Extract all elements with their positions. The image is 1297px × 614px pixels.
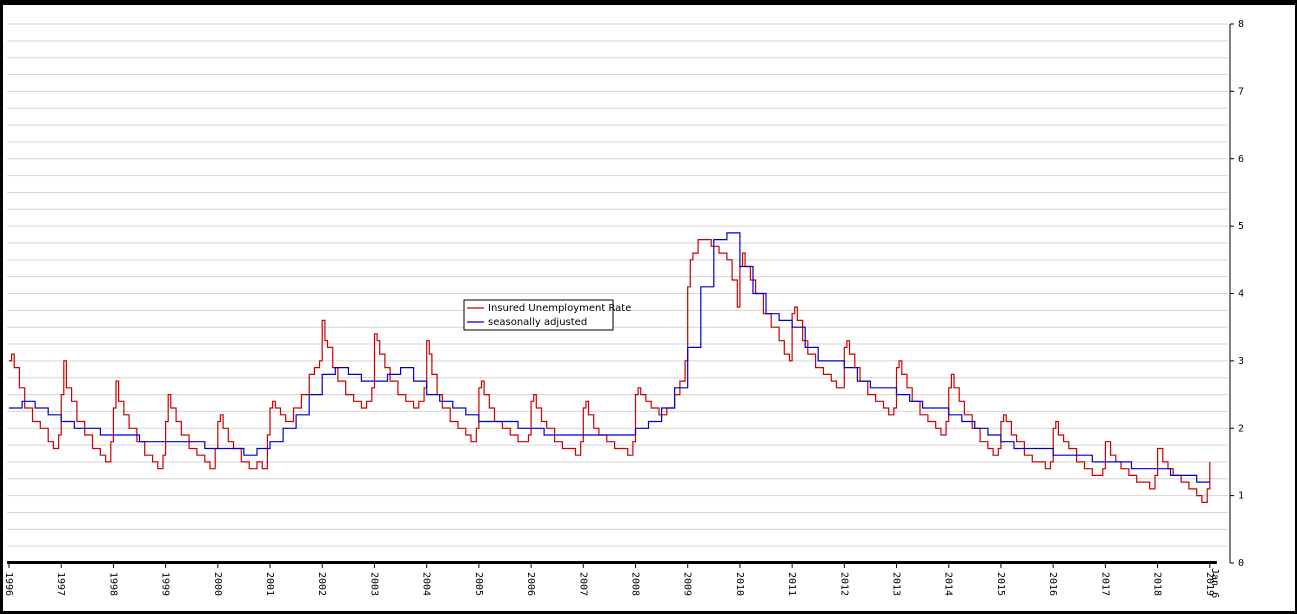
- y-tick-label: 0: [1238, 558, 1244, 569]
- x-tick-label: 2000: [212, 572, 223, 596]
- x-tick-label: 1999: [160, 572, 171, 596]
- x-tick-label: 2014: [943, 572, 954, 596]
- y-tick-label: 7: [1238, 86, 1244, 97]
- x-tick-label: 2008: [629, 572, 640, 596]
- x-tick-label: 2005: [473, 572, 484, 596]
- x-tick-label: 2002: [316, 572, 327, 596]
- y-tick-label: 8: [1238, 19, 1244, 30]
- y-axis: 0 1 2 3 4 5 6 7 8: [1230, 19, 1244, 569]
- y-tick-label: 6: [1238, 154, 1244, 165]
- legend: Insured Unemployment Rate seasonally adj…: [463, 299, 631, 331]
- x-axis: 1996 1997 1998 1999 2000 2001 2002 2003 2004 2005…: [3, 564, 1220, 598]
- x-tick-label: 2018: [1152, 572, 1163, 596]
- legend-label-seasonally-adjusted: seasonally adjusted: [488, 317, 587, 328]
- legend-box: [463, 299, 614, 331]
- x-tick-label: 2010: [734, 572, 745, 596]
- x-tick-label: 2001: [264, 572, 275, 596]
- x-tick-label: 2019: [1204, 572, 1215, 596]
- x-tick-label: 1998: [107, 572, 118, 596]
- series-line-insured-rate: [9, 239, 1211, 503]
- series: [9, 232, 1211, 503]
- x-tick-label: 2012: [838, 572, 849, 596]
- x-tick-label: 1997: [55, 572, 66, 596]
- x-tick-label: 2003: [368, 572, 379, 596]
- y-tick-label: 4: [1238, 289, 1244, 300]
- plot-background: [3, 5, 1295, 611]
- x-axis-baseline: [7, 561, 1217, 564]
- x-tick-label: 2016: [1047, 572, 1058, 596]
- series-line-seasonally-adjusted: [9, 232, 1210, 483]
- legend-label-insured-rate: Insured Unemployment Rate: [488, 303, 631, 314]
- x-tick-label: 2004: [421, 572, 432, 596]
- x-tick-label: 2015: [995, 572, 1006, 596]
- x-tick-label: 2011: [786, 572, 797, 596]
- x-tick-label: 2009: [682, 572, 693, 596]
- x-tick-label: 2017: [1099, 572, 1110, 596]
- x-tick-label: 2007: [577, 572, 588, 596]
- y-tick-label: 3: [1238, 356, 1244, 367]
- x-tick-label: 1996: [3, 572, 14, 596]
- x-tick-label: 2013: [891, 572, 902, 596]
- y-tick-label: 1: [1238, 491, 1244, 502]
- x-end-label: Jan 6: [1209, 568, 1220, 598]
- x-tick-label: 2006: [525, 572, 536, 596]
- y-tick-label: 5: [1238, 221, 1244, 232]
- y-tick-label: 2: [1238, 423, 1244, 434]
